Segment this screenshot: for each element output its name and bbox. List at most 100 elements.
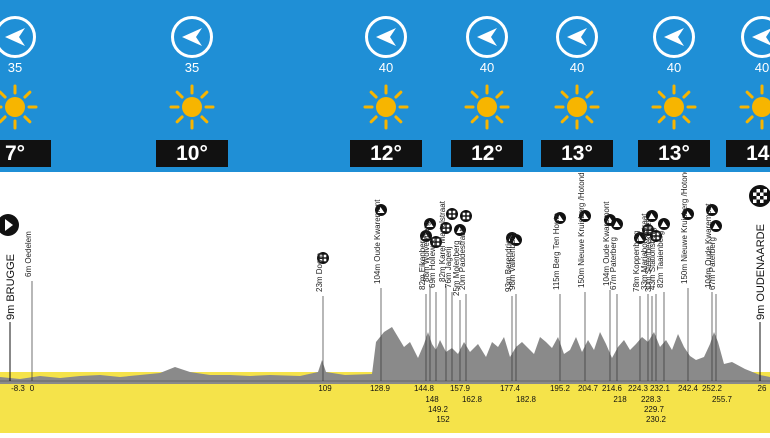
climb-marker: 115m Berg Ten Houte bbox=[552, 212, 566, 381]
climb-label: 98m Valkenberg bbox=[508, 232, 517, 290]
cobblestone-icon bbox=[460, 210, 472, 222]
km-marker: 232.1 bbox=[650, 384, 671, 393]
climb-marker: 104m Oude Kwaremont bbox=[373, 199, 387, 381]
climb-marker: 6m Oedelem bbox=[24, 231, 33, 381]
sun-icon bbox=[169, 84, 215, 130]
climb-marker: 69m Holleweg bbox=[428, 236, 442, 381]
wind-direction-icon bbox=[466, 16, 508, 58]
climb-label: 104m Oude Kwaremont bbox=[602, 201, 611, 286]
wind-speed: 40 bbox=[569, 60, 585, 75]
climb-label: 88m Wolvenberg bbox=[422, 222, 431, 282]
wind-direction-icon bbox=[365, 16, 407, 58]
km-marker: 252.2 bbox=[702, 384, 723, 393]
wind-speed: 35 bbox=[184, 60, 200, 75]
climb-label: 78m Koppenberg bbox=[632, 231, 641, 292]
wind-direction-icon bbox=[171, 16, 213, 58]
km-marker: 152 bbox=[436, 415, 450, 424]
wind-direction-icon bbox=[556, 16, 598, 58]
wind-direction-icon bbox=[0, 16, 36, 58]
km-marker: 242.4 bbox=[678, 384, 699, 393]
climb-label: 93m Berendries bbox=[504, 236, 513, 292]
climb-label: 67m Paterberg bbox=[708, 237, 717, 290]
wind-direction-icon bbox=[741, 16, 770, 58]
km-marker: 0 bbox=[30, 384, 35, 393]
km-marker: 109 bbox=[318, 384, 332, 393]
climb-marker: 43m Stationsberg bbox=[648, 227, 662, 381]
wind-speed: 40 bbox=[378, 60, 394, 75]
climb-marker: 25m Molenberg bbox=[452, 224, 466, 381]
climb-label: 82m Taaienberg bbox=[656, 231, 665, 288]
km-marker: 144.8 bbox=[414, 384, 435, 393]
km-marker: 177.4 bbox=[500, 384, 521, 393]
climb-marker: 98m Valkenberg bbox=[508, 232, 522, 381]
climb-marker: 82m Eikenberg bbox=[418, 230, 432, 381]
profile-svg: 9m BRUGGE 9m OUDENAARDE 6m Oedelem 23m Do… bbox=[0, 168, 770, 433]
climb-label: 115m Berg Ten Houte bbox=[552, 212, 561, 290]
climb-label: 150m Nieuwe Kruisberg /Hotond bbox=[577, 172, 586, 288]
sun-icon bbox=[554, 84, 600, 130]
terrain-silhouette bbox=[0, 327, 770, 384]
wind-speed: 40 bbox=[666, 60, 682, 75]
temperature: 12° bbox=[451, 140, 523, 167]
climb-marker: 20m Paddestraat bbox=[458, 210, 472, 381]
km-marker: 195.2 bbox=[550, 384, 571, 393]
climb-marker: 88m Wolvenberg bbox=[422, 218, 436, 381]
climb-marker: 67m Paterberg bbox=[708, 220, 722, 381]
climb-label: 104m Oude Kwaremont bbox=[704, 203, 713, 288]
km-marker: 228.3 bbox=[641, 395, 662, 404]
km-marker: 218 bbox=[613, 395, 627, 404]
sun-icon bbox=[651, 84, 697, 130]
climb-marker: 82m Karel Martelstraat bbox=[438, 200, 452, 381]
climb-label: 76m Jagerij bbox=[444, 246, 453, 288]
wind-speed: 40 bbox=[479, 60, 495, 75]
climb-marker: 150m Nieuwe Kruisberg /Hotond bbox=[680, 168, 694, 381]
temperature: 12° bbox=[350, 140, 422, 167]
climb-label: 82m Eikenberg bbox=[418, 236, 427, 290]
km-marker: 157.9 bbox=[450, 384, 471, 393]
km-marker: 26 bbox=[758, 384, 767, 393]
climb-marker: 150m Nieuwe Kruisberg /Hotond bbox=[577, 172, 591, 381]
wind-speed: 35 bbox=[7, 60, 23, 75]
km-marker: 128.9 bbox=[370, 384, 391, 393]
climb-label: 20m Paddestraat bbox=[458, 228, 467, 290]
temperature: 7° bbox=[0, 140, 51, 167]
climb-label: 67m Paterberg bbox=[609, 237, 618, 290]
weather-strip: 35 7° 35 10° 40 12° 40 12 bbox=[0, 0, 770, 172]
climb-marker: 104m Oude Kwaremont bbox=[704, 203, 718, 381]
climb-marker: 76m Jagerij bbox=[444, 208, 458, 381]
climb-label: 104m Oude Kwaremont bbox=[373, 199, 382, 284]
climb-label: 150m Nieuwe Kruisberg /Hotond bbox=[680, 172, 689, 284]
climb-label: 43m Stationsberg bbox=[648, 227, 657, 290]
km-marker: 255.7 bbox=[712, 395, 733, 404]
temperature: 10° bbox=[156, 140, 228, 167]
km-marker: 162.8 bbox=[462, 395, 483, 404]
km-marker: 148 bbox=[425, 395, 439, 404]
temperature: 14° bbox=[726, 140, 770, 167]
climb-label: 23m Doom bbox=[315, 253, 324, 292]
climb-marker: 30m Steenbeekdries bbox=[644, 210, 658, 381]
km-marker: 224.3 bbox=[628, 384, 649, 393]
climb-marker: 67m Paterberg bbox=[609, 218, 623, 381]
sun-icon bbox=[363, 84, 409, 130]
climb-marker: 82m Taaienberg bbox=[656, 218, 670, 381]
km-marker: 214.6 bbox=[602, 384, 623, 393]
km-marker: 204.7 bbox=[578, 384, 599, 393]
km-marker: 229.7 bbox=[644, 405, 665, 414]
wind-speed: 40 bbox=[754, 60, 770, 75]
route-profile: 9m BRUGGE 9m OUDENAARDE 6m Oedelem 23m Do… bbox=[0, 168, 770, 433]
climb-label: 30m Steenbeekdries bbox=[644, 219, 653, 292]
km-marker: 182.8 bbox=[516, 395, 537, 404]
sun-icon bbox=[739, 84, 770, 130]
play-icon bbox=[5, 219, 13, 231]
climb-label: 25m Molenberg bbox=[452, 240, 461, 296]
climb-marker: 78m Koppenberg bbox=[632, 231, 646, 381]
sun-icon bbox=[464, 84, 510, 130]
climb-label: 82m Karel Martelstraat bbox=[438, 200, 447, 282]
climb-marker: 23m Doom bbox=[315, 252, 329, 381]
cobblestone-icon bbox=[446, 208, 458, 220]
km-marker: 230.2 bbox=[646, 415, 667, 424]
climb-label: 69m Holleweg bbox=[428, 237, 437, 288]
wind-direction-icon bbox=[653, 16, 695, 58]
start-label: 9m BRUGGE bbox=[5, 254, 17, 320]
km-markers: -8.3 0 109 128.9 144.8 157.9 177.4 195.2 204.7 21… bbox=[11, 384, 767, 424]
